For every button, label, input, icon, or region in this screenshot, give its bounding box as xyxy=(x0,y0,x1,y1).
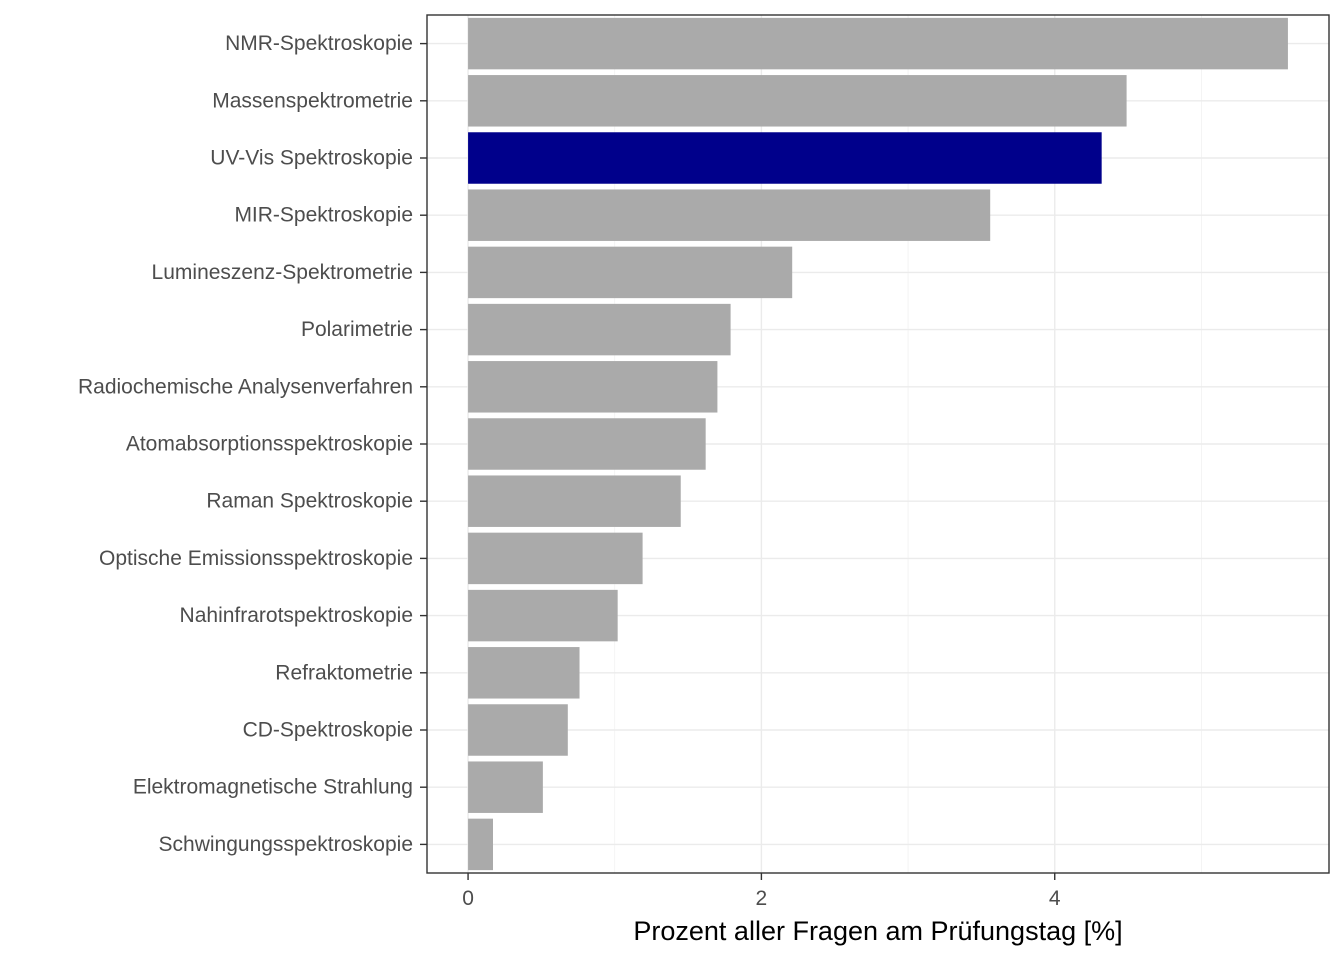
category-label-2: UV-Vis Spektroskopie xyxy=(210,147,413,170)
category-label-7: Atomabsorptionsspektroskopie xyxy=(126,433,413,456)
x-tick-label-1: 2 xyxy=(756,887,768,910)
category-label-13: Elektromagnetische Strahlung xyxy=(133,776,413,799)
category-label-1: Massenspektrometrie xyxy=(212,89,413,112)
category-label-4: Lumineszenz-Spektrometrie xyxy=(152,261,413,284)
y-axis: NMR-Spektroskopie Massenspektrometrie UV-V… xyxy=(78,32,427,856)
category-label-0: NMR-Spektroskopie xyxy=(225,32,413,55)
bar-3 xyxy=(468,189,991,241)
bar-10 xyxy=(468,589,618,642)
bar-4 xyxy=(468,246,793,299)
bar-5 xyxy=(468,303,731,356)
category-label-12: CD-Spektroskopie xyxy=(243,719,413,742)
bar-0 xyxy=(468,17,1288,70)
bar-7 xyxy=(468,418,706,470)
x-tick-label-0: 0 xyxy=(462,887,474,910)
category-label-10: Nahinfrarotspektroskopie xyxy=(180,604,413,627)
bar-12 xyxy=(468,704,568,756)
bar-6 xyxy=(468,361,718,413)
bar-2 xyxy=(468,132,1102,184)
bar-13 xyxy=(468,761,543,813)
bar-1 xyxy=(468,75,1127,127)
x-tick-label-2: 4 xyxy=(1049,887,1061,910)
category-label-5: Polarimetrie xyxy=(301,318,413,341)
x-axis-title: Prozent aller Fragen am Prüfungstag [%] xyxy=(633,916,1122,946)
bar-11 xyxy=(468,647,580,699)
category-label-6: Radiochemische Analysenverfahren xyxy=(78,375,413,398)
category-label-14: Schwingungsspektroskopie xyxy=(159,833,413,856)
category-label-3: MIR-Spektroskopie xyxy=(234,204,413,227)
x-axis: 0 2 4 xyxy=(462,873,1061,910)
bars xyxy=(468,17,1288,871)
bar-8 xyxy=(468,475,681,527)
category-label-9: Optische Emissionsspektroskopie xyxy=(99,547,413,570)
bar-9 xyxy=(468,532,643,585)
category-label-11: Refraktometrie xyxy=(275,661,413,684)
bar-14 xyxy=(468,818,493,871)
category-label-8: Raman Spektroskopie xyxy=(206,490,413,513)
